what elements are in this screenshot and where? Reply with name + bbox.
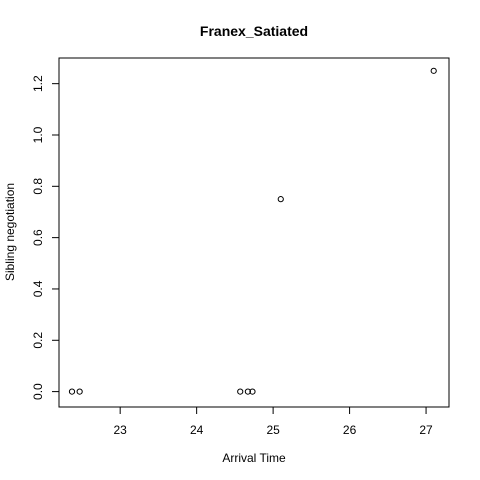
chart-title: Franex_Satiated bbox=[200, 23, 308, 39]
y-tick-label: 1.2 bbox=[31, 75, 45, 92]
x-tick-label: 24 bbox=[190, 423, 204, 437]
data-point bbox=[430, 67, 437, 74]
data-point bbox=[68, 388, 76, 395]
x-tick-label: 27 bbox=[419, 423, 433, 437]
x-tick-label: 26 bbox=[343, 423, 357, 437]
data-point bbox=[277, 196, 284, 203]
y-axis: 0.0 0.2 0.4 0.6 0.8 1.0 1.2 bbox=[31, 75, 60, 400]
plot-frame bbox=[58, 57, 450, 408]
data-point bbox=[237, 388, 244, 395]
data-point bbox=[76, 388, 83, 395]
data-point bbox=[249, 388, 256, 395]
data-point bbox=[244, 388, 251, 395]
x-tick-label: 23 bbox=[113, 423, 127, 437]
x-tick-label: 25 bbox=[266, 423, 280, 437]
x-axis-label: Arrival Time bbox=[222, 451, 286, 465]
y-tick-label: 0.8 bbox=[31, 178, 45, 195]
data-points bbox=[68, 67, 437, 395]
x-axis: 23 24 25 26 27 bbox=[113, 406, 433, 437]
y-tick-label: 0.2 bbox=[31, 332, 45, 349]
y-tick-label: 0.6 bbox=[31, 229, 45, 246]
y-tick-label: 0.0 bbox=[31, 383, 45, 400]
y-tick-label: 0.4 bbox=[31, 280, 45, 297]
y-axis-label: Sibling negotiation bbox=[3, 183, 17, 281]
y-tick-label: 1.0 bbox=[31, 126, 45, 143]
